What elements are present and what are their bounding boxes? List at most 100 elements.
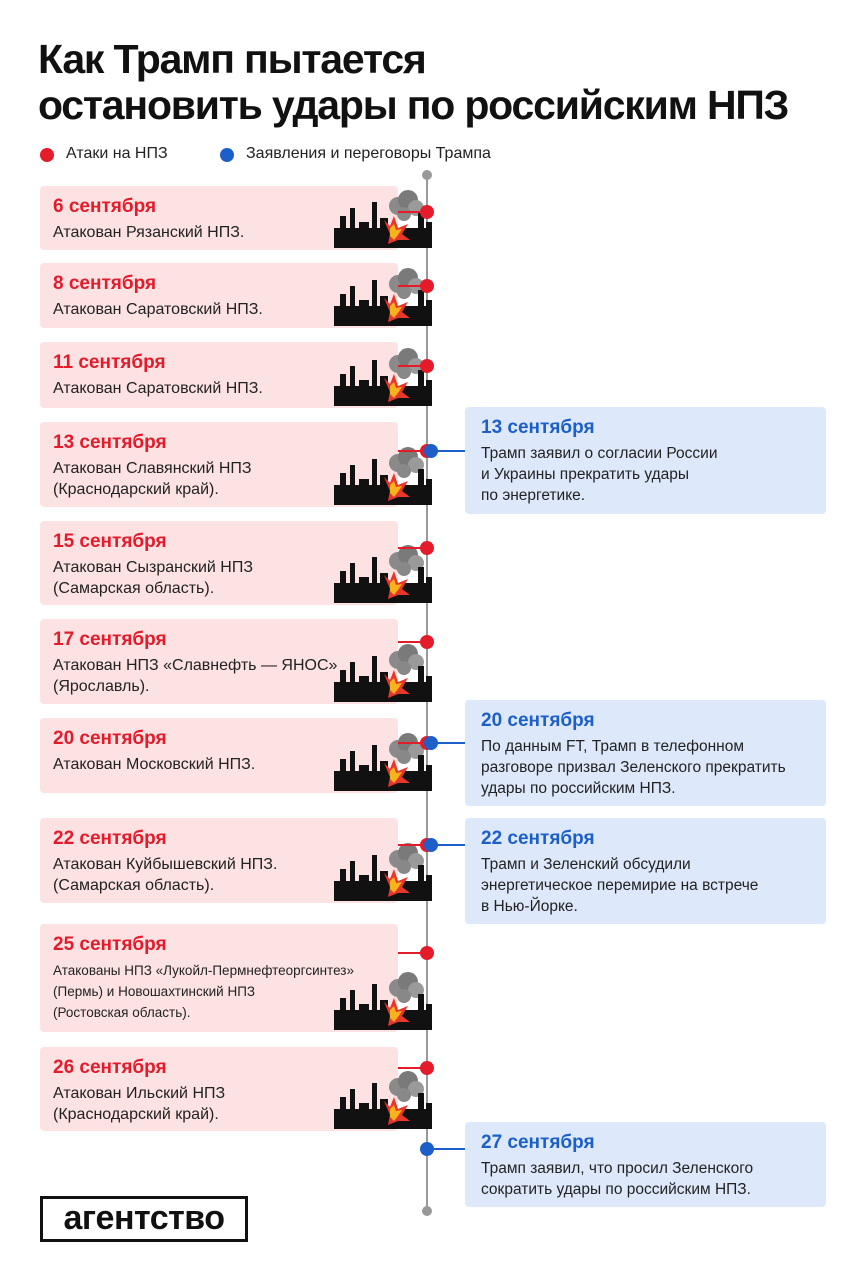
event-line: Атакован Саратовский НПЗ.: [53, 301, 263, 318]
event-date: 13 сентября: [481, 417, 595, 438]
event-text: Трамп и Зеленский обсудили энергетическое…: [481, 854, 758, 917]
event-text: Атакован Ильский НПЗ (Краснодарский край)…: [53, 1083, 225, 1125]
connector: [398, 952, 426, 954]
refinery-icon: [328, 1069, 438, 1129]
connector: [398, 844, 426, 846]
event-text: Атакован Рязанский НПЗ.: [53, 222, 244, 243]
connector: [398, 211, 426, 213]
event-date: 17 сентября: [53, 629, 167, 650]
connector: [398, 547, 426, 549]
event-date: 20 сентября: [481, 710, 595, 731]
event-line: (Краснодарский край).: [53, 1106, 219, 1123]
timeline-dot: [420, 1061, 434, 1075]
event-line: Атакован Ильский НПЗ: [53, 1085, 226, 1102]
event-line: Атакован Сызранский НПЗ: [53, 559, 254, 576]
event-line: Атакован Рязанский НПЗ.: [53, 224, 245, 241]
event-date: 6 сентября: [53, 196, 157, 217]
timeline-dot: [420, 359, 434, 373]
event-line: Атакованы НПЗ «Лукойл-Пермнефтеоргсинтез…: [53, 963, 355, 978]
connector: [428, 844, 465, 846]
event-line: энергетическое перемирие на встрече: [481, 877, 759, 894]
event-date: 15 сентября: [53, 531, 167, 552]
axis-cap: [422, 170, 432, 180]
event-date: 25 сентября: [53, 934, 167, 955]
event-line: Атакован НПЗ «Славнефть — ЯНОС»: [53, 657, 338, 674]
event-text: Атакован Московский НПЗ.: [53, 754, 255, 775]
event-text: Атакован Саратовский НПЗ.: [53, 378, 263, 399]
event-card: 25 сентября Атакованы НПЗ «Лукойл-Пермнеф…: [40, 924, 398, 1032]
event-card: 15 сентября Атакован Сызранский НПЗ (Самар…: [40, 521, 398, 605]
timeline-dot: [420, 541, 434, 555]
event-card: 22 сентября Атакован Куйбышевский НПЗ. (Са…: [40, 818, 398, 903]
legend-dot: [220, 148, 234, 162]
refinery-icon: [328, 346, 438, 406]
connector: [398, 365, 426, 367]
refinery-icon: [328, 642, 438, 702]
event-text: Атакованы НПЗ «Лукойл-Пермнефтеоргсинтез…: [53, 960, 354, 1023]
timeline-dot: [420, 279, 434, 293]
event-date: 13 сентября: [53, 432, 167, 453]
timeline-dot: [424, 444, 438, 458]
event-text: Трамп заявил, что просил Зеленского сокра…: [481, 1158, 753, 1200]
event-line: (Самарская область).: [53, 877, 215, 894]
refinery-icon: [328, 188, 438, 248]
refinery-icon: [328, 266, 438, 326]
event-text: Атакован Куйбышевский НПЗ. (Самарская обл…: [53, 854, 277, 896]
event-line: удары по российским НПЗ.: [481, 780, 676, 797]
event-card: 26 сентября Атакован Ильский НПЗ (Краснода…: [40, 1047, 398, 1131]
event-card: 8 сентября Атакован Саратовский НПЗ.: [40, 263, 398, 328]
event-line: разговоре призвал Зеленского прекратить: [481, 759, 786, 776]
title-line: остановить удары по российским НПЗ: [38, 82, 789, 128]
legend-label: Заявления и переговоры Трампа: [246, 145, 491, 162]
connector: [398, 742, 426, 744]
logo: агентство: [40, 1196, 248, 1242]
refinery-icon: [328, 970, 438, 1030]
event-text: Атакован Сызранский НПЗ (Самарская област…: [53, 557, 253, 599]
timeline-dot: [424, 838, 438, 852]
event-card: 13 сентября Трамп заявил о согласии Росси…: [465, 407, 826, 514]
event-line: и Украины прекратить удары: [481, 466, 690, 483]
legend-dot: [40, 148, 54, 162]
event-date: 22 сентября: [53, 828, 167, 849]
connector: [398, 285, 426, 287]
timeline-dot: [420, 205, 434, 219]
event-line: Атакован Саратовский НПЗ.: [53, 380, 263, 397]
event-text: Трамп заявил о согласии России и Украины …: [481, 443, 717, 506]
timeline-dot: [420, 946, 434, 960]
event-card: 20 сентября По данным FT, Трамп в телефон…: [465, 700, 826, 806]
event-date: 22 сентября: [481, 828, 595, 849]
event-line: Трамп и Зеленский обсудили: [481, 856, 691, 873]
event-card: 17 сентября Атакован НПЗ «Славнефть — ЯНО…: [40, 619, 398, 704]
event-card: 20 сентября Атакован Московский НПЗ.: [40, 718, 398, 793]
connector: [428, 1148, 465, 1150]
event-text: Атакован НПЗ «Славнефть — ЯНОС» (Ярославл…: [53, 655, 337, 697]
event-line: По данным FT, Трамп в телефонном: [481, 738, 744, 755]
event-text: По данным FT, Трамп в телефонном разговор…: [481, 736, 786, 799]
event-line: Атакован Славянский НПЗ: [53, 460, 252, 477]
timeline-dot: [420, 1142, 434, 1156]
event-text: Атакован Саратовский НПЗ.: [53, 299, 263, 320]
legend-label: Атаки на НПЗ: [66, 145, 168, 162]
event-line: Атакован Московский НПЗ.: [53, 756, 256, 773]
event-date: 8 сентября: [53, 273, 157, 294]
event-line: сократить удары по российским НПЗ.: [481, 1181, 751, 1198]
event-card: 11 сентября Атакован Саратовский НПЗ.: [40, 342, 398, 408]
connector: [428, 450, 465, 452]
event-line: по энергетике.: [481, 487, 586, 504]
event-line: (Пермь) и Новошахтинский НПЗ: [53, 984, 256, 999]
event-date: 26 сентября: [53, 1057, 167, 1078]
event-text: Атакован Славянский НПЗ (Краснодарский кр…: [53, 458, 252, 500]
event-line: Атакован Куйбышевский НПЗ.: [53, 856, 278, 873]
event-line: Трамп заявил о согласии России: [481, 445, 718, 462]
event-card: 13 сентября Атакован Славянский НПЗ (Красн…: [40, 422, 398, 507]
event-date: 20 сентября: [53, 728, 167, 749]
event-card: 6 сентября Атакован Рязанский НПЗ.: [40, 186, 398, 250]
event-line: в Нью-Йорке.: [481, 898, 578, 915]
timeline-dot: [420, 635, 434, 649]
event-line: (Краснодарский край).: [53, 481, 219, 498]
connector: [398, 641, 426, 643]
event-line: Трамп заявил, что просил Зеленского: [481, 1160, 754, 1177]
timeline-dot: [424, 736, 438, 750]
connector: [398, 1067, 426, 1069]
